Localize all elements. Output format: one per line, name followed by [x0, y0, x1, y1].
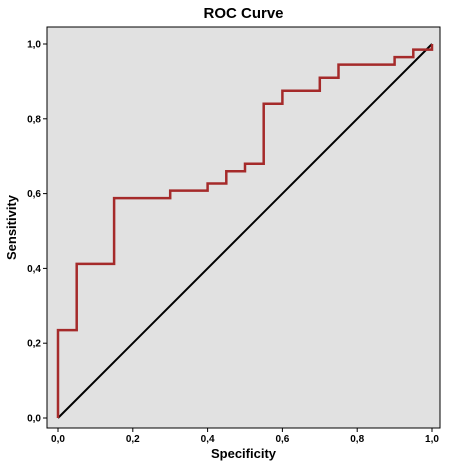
plot-area: [46, 26, 441, 429]
x-tick-label: 0,6: [275, 434, 289, 445]
x-tick-label: 0,4: [201, 434, 215, 445]
reference-diagonal-line: [57, 43, 433, 419]
x-axis-title: Specificity: [211, 446, 277, 461]
chart-title: ROC Curve: [203, 5, 283, 22]
x-tick-label: 1,0: [425, 434, 439, 445]
x-tick-label: 0,8: [350, 434, 364, 445]
roc-curve-line: [56, 44, 434, 418]
y-tick-label: 1,0: [27, 40, 41, 51]
y-tick-label: 0,8: [27, 114, 41, 125]
x-tick-label: 0,2: [126, 434, 140, 445]
y-axis-title: Sensitivity: [4, 194, 19, 260]
y-tick-label: 0,4: [27, 264, 41, 275]
x-tick-label: 0,0: [51, 434, 65, 445]
y-tick-label: 0,0: [27, 414, 41, 425]
axis-ticks: 0,0 0,2 0,4 0,6 0,8 1,0 0,0 0,2 0,4 0,6 0,8 1,0: [27, 40, 439, 446]
y-tick-label: 0,6: [27, 189, 41, 200]
y-tick-label: 0,2: [27, 339, 41, 350]
series-layer: [56, 43, 434, 419]
